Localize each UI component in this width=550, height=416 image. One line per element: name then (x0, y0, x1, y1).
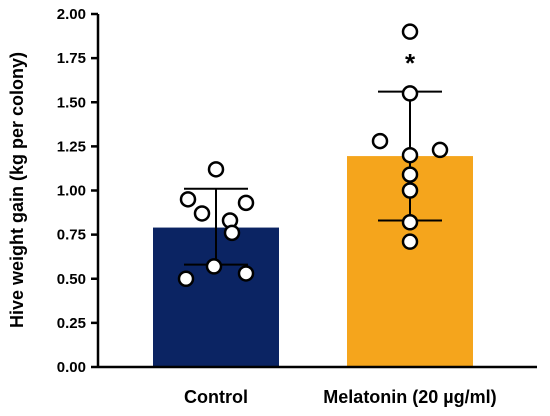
data-points (177, 23, 449, 287)
data-point (177, 270, 195, 287)
data-point (207, 161, 225, 178)
x-category-label: Control (184, 387, 248, 407)
y-tick-label: 1.75 (57, 50, 86, 67)
data-point (179, 191, 197, 208)
data-point (401, 182, 419, 199)
y-tick-label: 0.75 (57, 227, 86, 244)
y-tick-label: 1.25 (57, 138, 86, 155)
bars (153, 156, 473, 367)
data-point (401, 214, 419, 231)
y-tick-label: 1.50 (57, 94, 86, 111)
y-tick-label: 2.00 (57, 6, 86, 23)
data-point (371, 132, 389, 150)
y-axis-title: Hive weight gain (kg per colony) (7, 52, 27, 328)
data-point (237, 194, 255, 212)
y-tick-label: 0.25 (57, 315, 86, 332)
y-tick-label: 1.00 (57, 183, 86, 200)
data-point (223, 224, 241, 242)
data-point (401, 233, 419, 250)
data-point (401, 23, 419, 40)
y-tick-label: 0.00 (57, 359, 86, 376)
data-point (401, 166, 419, 183)
y-tick-label: 0.50 (57, 271, 86, 288)
data-point (193, 205, 211, 222)
data-point (401, 85, 419, 102)
data-point (237, 265, 255, 282)
data-point (401, 146, 419, 164)
x-axis-labels: Control Melatonin (20 µg/ml) (184, 387, 497, 407)
annotations: * (405, 48, 416, 78)
data-point (205, 258, 223, 275)
y-axis-ticks: 0.00 0.25 0.50 0.75 1.00 1.25 1.50 1.75 2.00 (57, 6, 98, 376)
data-point (431, 141, 449, 159)
significance-marker: * (405, 48, 416, 78)
x-category-label: Melatonin (20 µg/ml) (323, 387, 496, 407)
